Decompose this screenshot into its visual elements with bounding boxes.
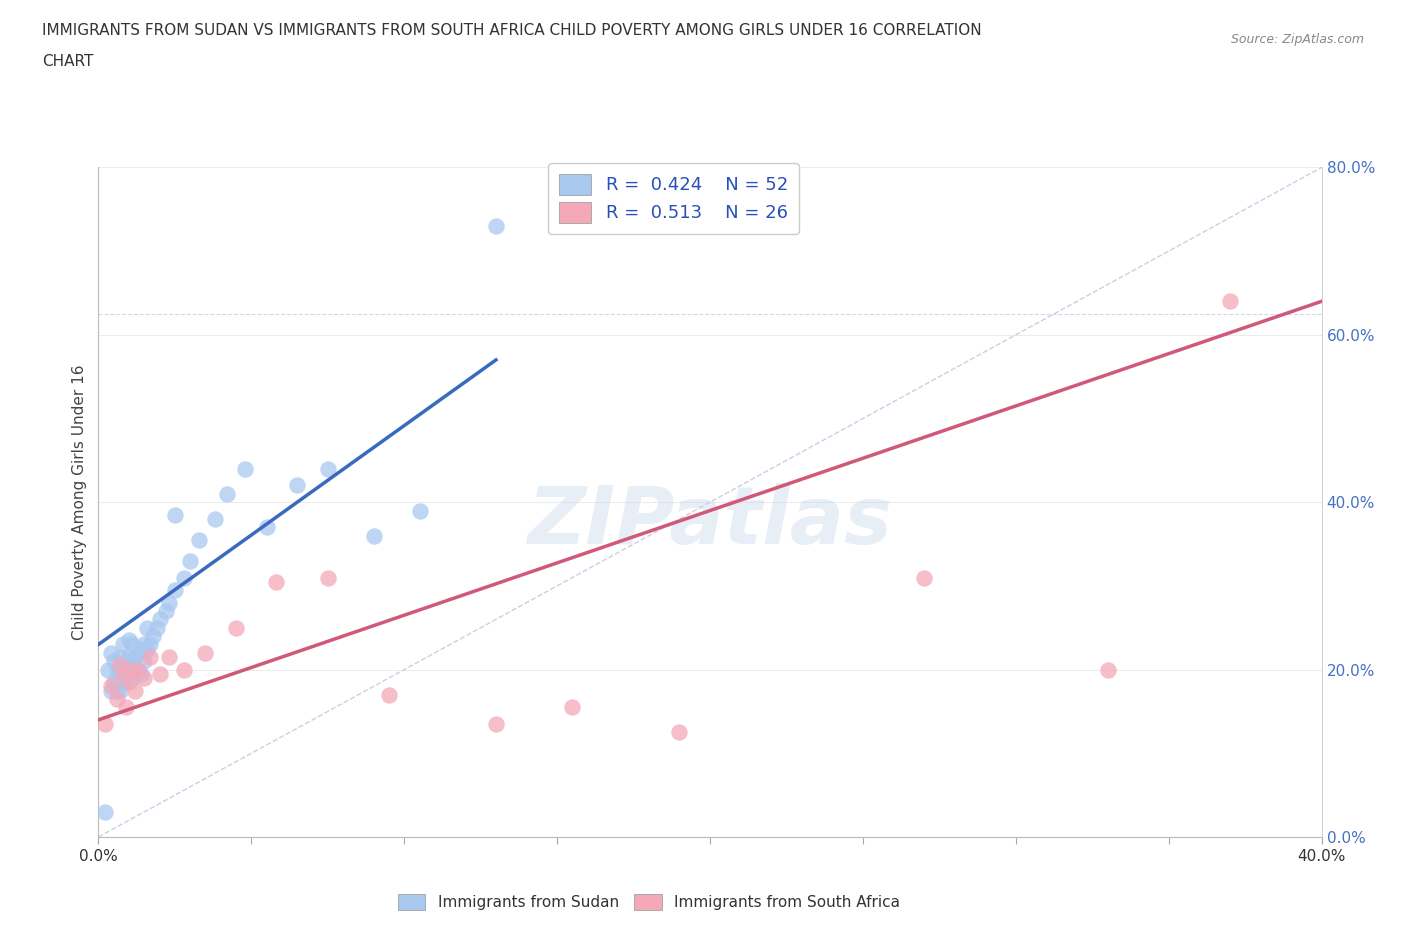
- Point: [173, 570, 195, 585]
- Point: [134, 671, 156, 685]
- Point: [129, 667, 152, 682]
- Point: [134, 637, 156, 652]
- Point: [100, 679, 122, 694]
- Point: [93, 717, 115, 732]
- Point: [108, 667, 131, 682]
- Point: [115, 654, 138, 669]
- Point: [1219, 294, 1241, 309]
- Text: IMMIGRANTS FROM SUDAN VS IMMIGRANTS FROM SOUTH AFRICA CHILD POVERTY AMONG GIRLS : IMMIGRANTS FROM SUDAN VS IMMIGRANTS FROM…: [42, 23, 981, 38]
- Point: [264, 575, 287, 590]
- Y-axis label: Child Poverty Among Girls Under 16: Child Poverty Among Girls Under 16: [72, 365, 87, 640]
- Text: Source: ZipAtlas.com: Source: ZipAtlas.com: [1230, 33, 1364, 46]
- Point: [124, 684, 146, 698]
- Point: [100, 645, 122, 660]
- Point: [157, 595, 180, 610]
- Point: [97, 662, 120, 677]
- Point: [111, 675, 134, 690]
- Point: [111, 667, 134, 682]
- Point: [103, 654, 125, 669]
- Point: [285, 478, 308, 493]
- Point: [139, 650, 162, 665]
- Point: [145, 620, 167, 635]
- Point: [93, 804, 115, 819]
- Point: [163, 582, 186, 598]
- Point: [912, 570, 935, 585]
- Point: [121, 662, 143, 677]
- Point: [215, 486, 238, 501]
- Point: [142, 629, 165, 644]
- Point: [179, 553, 201, 568]
- Point: [124, 650, 146, 665]
- Point: [485, 219, 508, 233]
- Point: [121, 671, 143, 685]
- Point: [136, 642, 159, 657]
- Point: [139, 637, 162, 652]
- Text: ZIPatlas: ZIPatlas: [527, 484, 893, 562]
- Legend: Immigrants from Sudan, Immigrants from South Africa: Immigrants from Sudan, Immigrants from S…: [392, 888, 905, 916]
- Point: [134, 654, 156, 669]
- Point: [668, 725, 690, 740]
- Point: [100, 684, 122, 698]
- Point: [127, 662, 149, 677]
- Point: [316, 461, 339, 476]
- Point: [108, 650, 131, 665]
- Point: [157, 650, 180, 665]
- Point: [124, 662, 146, 677]
- Point: [121, 654, 143, 669]
- Point: [173, 662, 195, 677]
- Point: [127, 645, 149, 660]
- Point: [127, 662, 149, 677]
- Point: [121, 637, 143, 652]
- Point: [256, 520, 278, 535]
- Point: [485, 717, 508, 732]
- Point: [105, 692, 128, 707]
- Point: [118, 675, 141, 690]
- Point: [363, 528, 385, 543]
- Point: [561, 700, 583, 715]
- Point: [105, 662, 128, 677]
- Point: [149, 612, 172, 627]
- Point: [103, 675, 125, 690]
- Point: [118, 667, 141, 682]
- Point: [188, 533, 211, 548]
- Point: [108, 684, 131, 698]
- Point: [105, 684, 128, 698]
- Point: [118, 650, 141, 665]
- Point: [163, 508, 186, 523]
- Point: [129, 642, 152, 657]
- Point: [204, 512, 226, 526]
- Point: [1097, 662, 1119, 677]
- Point: [149, 667, 172, 682]
- Point: [108, 658, 131, 673]
- Point: [111, 662, 134, 677]
- Point: [136, 620, 159, 635]
- Point: [378, 687, 401, 702]
- Point: [233, 461, 256, 476]
- Point: [111, 637, 134, 652]
- Point: [155, 604, 177, 618]
- Point: [408, 503, 430, 518]
- Point: [118, 633, 141, 648]
- Point: [115, 675, 138, 690]
- Text: CHART: CHART: [42, 54, 94, 69]
- Point: [194, 645, 217, 660]
- Point: [115, 700, 138, 715]
- Point: [225, 620, 247, 635]
- Point: [316, 570, 339, 585]
